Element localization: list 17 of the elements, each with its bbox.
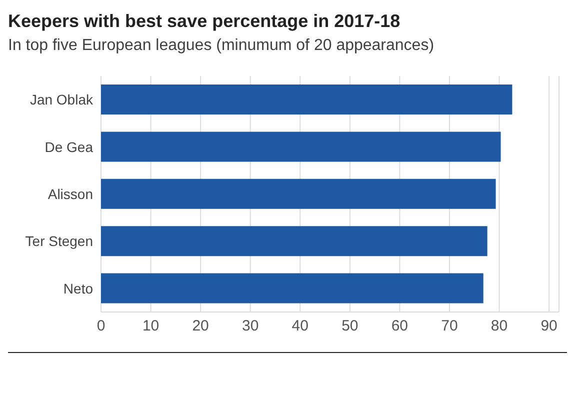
x-tick-label: 20 — [192, 318, 209, 335]
x-tick-label: 30 — [242, 318, 259, 335]
x-tick-label: 60 — [391, 318, 408, 335]
x-tick-label: 90 — [540, 318, 558, 335]
x-tick-label: 80 — [490, 318, 508, 335]
chart-subtitle: In top five European leagues (minumum of 20 appearances) — [8, 36, 436, 56]
x-tick-label: 0 — [96, 318, 106, 335]
y-tick-label: Ter Stegen — [25, 233, 93, 250]
y-tick-label: De Gea — [44, 138, 94, 155]
x-tick-label: 70 — [441, 318, 458, 335]
y-tick-label: Jan Oblak — [30, 92, 94, 108]
x-tick-label: 50 — [342, 318, 358, 335]
y-tick-label: Alisson — [48, 186, 93, 202]
x-tick-label: 10 — [142, 318, 160, 335]
chart-title: Keepers with best save percentage in 2017-18 — [8, 10, 402, 33]
x-tick-label: 40 — [292, 318, 308, 335]
y-tick-label: Neto — [63, 280, 94, 296]
